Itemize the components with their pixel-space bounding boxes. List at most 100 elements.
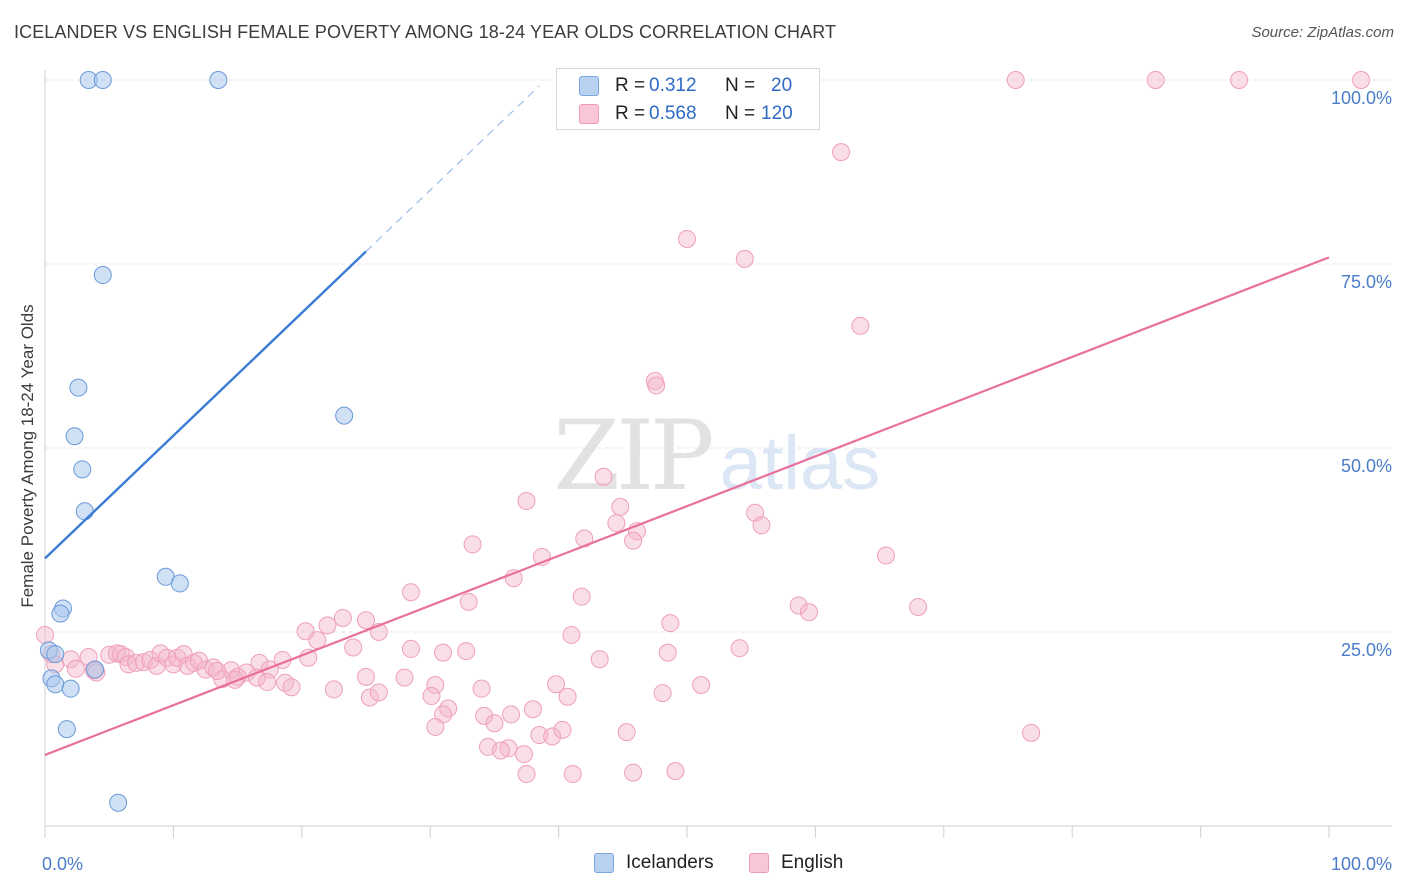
english-point: [360, 688, 379, 707]
icelanders-trend-extension: [365, 85, 540, 252]
english-point: [357, 611, 375, 630]
icelanders-r-label: R =: [615, 75, 646, 96]
english-n-value: 120: [761, 103, 793, 124]
english-point: [789, 596, 808, 615]
english-point: [475, 706, 494, 725]
english-point: [594, 467, 613, 486]
english-point: [357, 667, 375, 686]
source-credit: Source: ZipAtlas.com: [1251, 24, 1394, 41]
english-point: [472, 679, 491, 698]
english-point: [735, 249, 754, 268]
english-point: [196, 660, 215, 679]
icelander-point: [46, 675, 65, 694]
english-point: [832, 143, 851, 162]
icelanders-n-value: 20: [771, 75, 793, 96]
y-tick-label-2: 75.0%: [1341, 272, 1392, 292]
english-point: [517, 765, 536, 784]
english-point: [661, 614, 680, 633]
english-point: [572, 587, 591, 606]
icelander-point: [93, 71, 112, 89]
english-point: [426, 675, 445, 694]
english-point: [318, 616, 337, 635]
english-point: [523, 700, 542, 719]
gridlines: [45, 79, 1392, 633]
english-point: [590, 650, 609, 669]
icelanders-r-value: 0.312: [649, 75, 697, 96]
english-point: [502, 705, 521, 724]
english-point: [607, 514, 626, 533]
icelander-point: [73, 460, 92, 479]
english-point: [119, 655, 138, 674]
icelander-point: [75, 502, 94, 521]
english-point: [517, 491, 536, 510]
english-point: [530, 726, 549, 745]
english-point: [611, 497, 630, 516]
english-point: [799, 603, 818, 622]
english-point: [647, 376, 666, 395]
watermark-zip: ZIP: [553, 400, 712, 512]
chart-title: ICELANDER VS ENGLISH FEMALE POVERTY AMON…: [14, 22, 837, 42]
english-point: [553, 720, 572, 739]
icelander-point: [109, 793, 128, 812]
x-tick-label-min: 0.0%: [42, 854, 83, 874]
english-point: [547, 675, 566, 694]
english-legend-label: English: [781, 852, 844, 873]
trend-lines: [44, 85, 1330, 756]
english-point: [36, 625, 54, 644]
english-point: [422, 687, 441, 706]
icelander-point: [86, 660, 105, 679]
english-r-value: 0.568: [649, 103, 697, 124]
x-tick-label-max: 100.0%: [1331, 854, 1392, 874]
english-point: [558, 687, 577, 706]
english-points: [36, 71, 1371, 784]
english-r-label: R =: [615, 103, 646, 124]
english-point: [369, 683, 388, 702]
english-legend-swatch: [749, 853, 769, 873]
english-point: [1230, 71, 1249, 89]
english-point: [499, 739, 518, 758]
english-point: [127, 653, 146, 672]
icelander-point: [65, 427, 84, 446]
english-point: [439, 699, 458, 718]
english-point: [752, 516, 771, 535]
english-point: [116, 648, 135, 667]
icelander-point: [46, 645, 65, 664]
english-point: [426, 717, 445, 736]
icelander-point: [209, 71, 228, 89]
icelander-point: [61, 679, 80, 698]
tick-labels: 25.0% 50.0% 75.0% 100.0% 0.0% 100.0%: [42, 88, 1392, 874]
english-point: [1006, 71, 1025, 89]
english-point: [678, 229, 696, 248]
english-point: [395, 668, 414, 687]
y-tick-label-0: 25.0%: [1341, 640, 1392, 660]
icelander-point: [69, 378, 88, 397]
icelanders-legend-label: Icelanders: [626, 852, 714, 873]
english-point: [174, 645, 193, 664]
english-point: [692, 675, 711, 694]
y-tick-label-1: 50.0%: [1341, 456, 1392, 476]
english-point: [333, 609, 352, 628]
stats-legend: R = 0.312 N = 20 R = 0.568 N = 120: [556, 68, 820, 130]
english-swatch: [579, 104, 599, 124]
icelander-point: [93, 266, 112, 285]
icelander-point: [51, 604, 70, 623]
english-point: [208, 662, 227, 681]
english-point: [1352, 71, 1371, 89]
english-point: [617, 723, 636, 742]
english-point: [563, 765, 582, 784]
english-n-label: N =: [725, 103, 756, 124]
english-point: [324, 680, 343, 699]
english-point: [624, 531, 643, 550]
english-point: [1022, 723, 1041, 742]
english-point: [730, 639, 749, 658]
english-point: [401, 639, 420, 658]
english-trend-line: [44, 256, 1330, 756]
english-point: [491, 741, 510, 760]
english-point: [909, 597, 928, 616]
english-point: [111, 645, 130, 664]
icelander-point: [170, 574, 189, 593]
icelander-point: [335, 406, 354, 425]
icelander-point: [57, 720, 76, 739]
axes: [44, 70, 1392, 838]
